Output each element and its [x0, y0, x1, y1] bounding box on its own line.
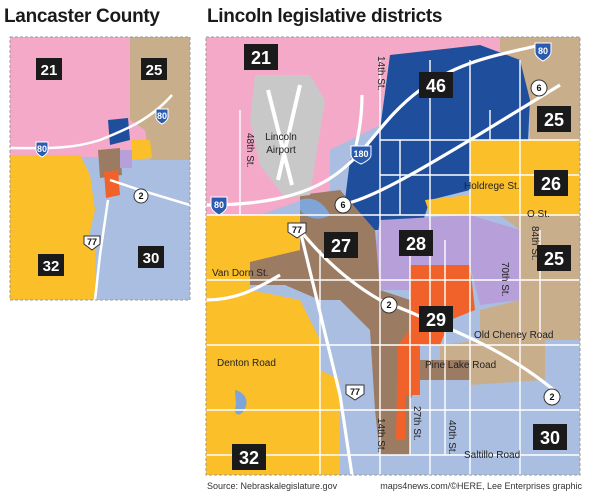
district-26-area — [425, 140, 580, 215]
left-map-title: Lancaster County — [4, 6, 160, 27]
street-pine-lake: Pine Lake Road — [425, 360, 496, 371]
lake — [300, 198, 330, 219]
left-interstate-80-shield: 80 — [155, 108, 169, 125]
svg-text:77: 77 — [292, 225, 302, 235]
street-84th: 84th St. — [529, 226, 540, 260]
district-30-label: 30 — [540, 428, 560, 448]
district-26-badge: 26 — [534, 170, 568, 196]
svg-text:180: 180 — [353, 149, 368, 159]
left-district-29-area — [104, 170, 120, 198]
airport-label-line1: Lincoln — [265, 132, 297, 143]
street-saltillo: Saltillo Road — [464, 450, 520, 461]
district-32-label: 32 — [239, 448, 259, 468]
route-2-shield-southeast: 2 — [543, 388, 561, 406]
district-27-badge: 27 — [324, 232, 358, 258]
svg-text:6: 6 — [536, 83, 541, 93]
left-district-28-area — [120, 150, 132, 168]
district-32-badge: 32 — [232, 444, 266, 470]
svg-text:80: 80 — [157, 111, 167, 121]
left-district-30-label: 30 — [143, 250, 160, 267]
street-14th-south: 14th St. — [375, 418, 386, 452]
left-district-25-label: 25 — [146, 62, 163, 79]
district-30-badge: 30 — [533, 424, 567, 450]
left-map-frame — [9, 36, 191, 301]
street-27th: 27th St. — [411, 406, 422, 440]
district-27-label: 27 — [331, 236, 351, 256]
district-25-label-north: 25 — [544, 110, 564, 130]
svg-text:2: 2 — [549, 392, 554, 402]
district-46-badge: 46 — [419, 72, 453, 98]
svg-text:2: 2 — [138, 191, 143, 201]
right-map-title: Lincoln legislative districts — [207, 6, 443, 27]
left-route-2-shield: 2 — [133, 188, 149, 204]
street-denton: Denton Road — [217, 358, 276, 369]
right-map-frame — [205, 36, 581, 476]
credit-note: maps4news.com/©HERE, Lee Enterprises gra… — [380, 481, 582, 491]
route-6-shield-north: 6 — [530, 79, 548, 97]
source-note: Source: Nebraskalegislature.gov — [207, 481, 338, 491]
district-21-label: 21 — [251, 48, 271, 68]
district-25-badge-north: 25 — [537, 106, 571, 132]
left-district-21-label: 21 — [41, 62, 58, 79]
district-29-area — [396, 265, 475, 440]
district-29-badge: 29 — [419, 306, 453, 332]
street-o: O St. — [527, 209, 550, 220]
street-old-cheney: Old Cheney Road — [474, 330, 554, 341]
street-70th: 70th St. — [499, 262, 510, 296]
route-6-shield-mid: 6 — [334, 196, 352, 214]
district-21-badge: 21 — [244, 44, 278, 70]
street-holdrege: Holdrege St. — [464, 181, 520, 192]
svg-text:77: 77 — [87, 237, 97, 247]
route-77-shield-south: 77 — [345, 384, 365, 401]
svg-text:77: 77 — [350, 387, 360, 397]
interstate-80-shield-west: 80 — [210, 196, 228, 216]
district-46-label: 46 — [426, 76, 446, 96]
district-26-label: 26 — [541, 174, 561, 194]
left-label-25: 25 — [141, 58, 167, 80]
district-28-badge: 28 — [399, 230, 433, 256]
right-city-map — [206, 37, 580, 475]
left-district-32-label: 32 — [43, 258, 60, 275]
street-van-dorn: Van Dorn St. — [212, 268, 269, 279]
svg-text:80: 80 — [538, 46, 548, 56]
left-district-26-area — [132, 140, 152, 160]
airport-label-line2: Airport — [266, 145, 296, 156]
svg-text:80: 80 — [214, 200, 224, 210]
street-48th: 48th St. — [244, 133, 255, 167]
district-29-label: 29 — [426, 310, 446, 330]
left-label-30: 30 — [138, 246, 164, 268]
route-2-shield-mid: 2 — [380, 296, 398, 314]
street-14th: 14th St. — [375, 56, 386, 90]
left-label-32: 32 — [38, 254, 64, 276]
street-40th: 40th St. — [446, 420, 457, 454]
district-32-area — [206, 290, 340, 475]
reservoir — [234, 390, 247, 415]
district-28-label: 28 — [406, 234, 426, 254]
district-25-badge-south: 25 — [537, 245, 571, 271]
district-25-label-south: 25 — [544, 249, 564, 269]
left-route-77-shield: 77 — [83, 235, 101, 251]
left-interstate-80-shield-west: 80 — [35, 141, 49, 158]
street-grid — [206, 60, 580, 475]
svg-text:2: 2 — [386, 300, 391, 310]
left-label-21: 21 — [36, 58, 62, 80]
interstate-80-shield-north: 80 — [534, 42, 552, 62]
route-77-shield-north: 77 — [287, 222, 307, 239]
svg-text:80: 80 — [37, 144, 47, 154]
interstate-180-shield: 180 — [350, 145, 372, 165]
left-district-32-area — [10, 155, 95, 240]
svg-text:6: 6 — [340, 200, 345, 210]
